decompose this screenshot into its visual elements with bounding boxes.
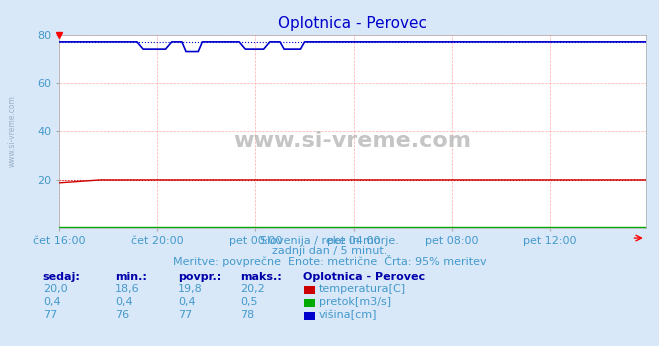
Text: sedaj:: sedaj:	[43, 272, 80, 282]
Text: maks.:: maks.:	[241, 272, 282, 282]
Title: Oplotnica - Perovec: Oplotnica - Perovec	[278, 16, 427, 31]
Text: min.:: min.:	[115, 272, 147, 282]
Text: 0,4: 0,4	[43, 297, 61, 307]
Text: 18,6: 18,6	[115, 284, 140, 294]
Text: Oplotnica - Perovec: Oplotnica - Perovec	[303, 272, 425, 282]
Text: 20,0: 20,0	[43, 284, 67, 294]
Text: www.si-vreme.com: www.si-vreme.com	[8, 95, 17, 167]
Text: 0,5: 0,5	[241, 297, 258, 307]
Text: temperatura[C]: temperatura[C]	[319, 284, 406, 294]
Text: 0,4: 0,4	[115, 297, 133, 307]
Text: 77: 77	[178, 310, 192, 320]
Text: 20,2: 20,2	[241, 284, 266, 294]
Text: zadnji dan / 5 minut.: zadnji dan / 5 minut.	[272, 246, 387, 256]
Text: 0,4: 0,4	[178, 297, 196, 307]
Text: www.si-vreme.com: www.si-vreme.com	[233, 131, 472, 151]
Text: pretok[m3/s]: pretok[m3/s]	[319, 297, 391, 307]
Text: 78: 78	[241, 310, 255, 320]
Text: 19,8: 19,8	[178, 284, 203, 294]
Text: Slovenija / reke in morje.: Slovenija / reke in morje.	[260, 236, 399, 246]
Text: 76: 76	[115, 310, 129, 320]
Text: povpr.:: povpr.:	[178, 272, 221, 282]
Text: 77: 77	[43, 310, 57, 320]
Text: višina[cm]: višina[cm]	[319, 310, 378, 320]
Text: Meritve: povprečne  Enote: metrične  Črta: 95% meritev: Meritve: povprečne Enote: metrične Črta:…	[173, 255, 486, 267]
